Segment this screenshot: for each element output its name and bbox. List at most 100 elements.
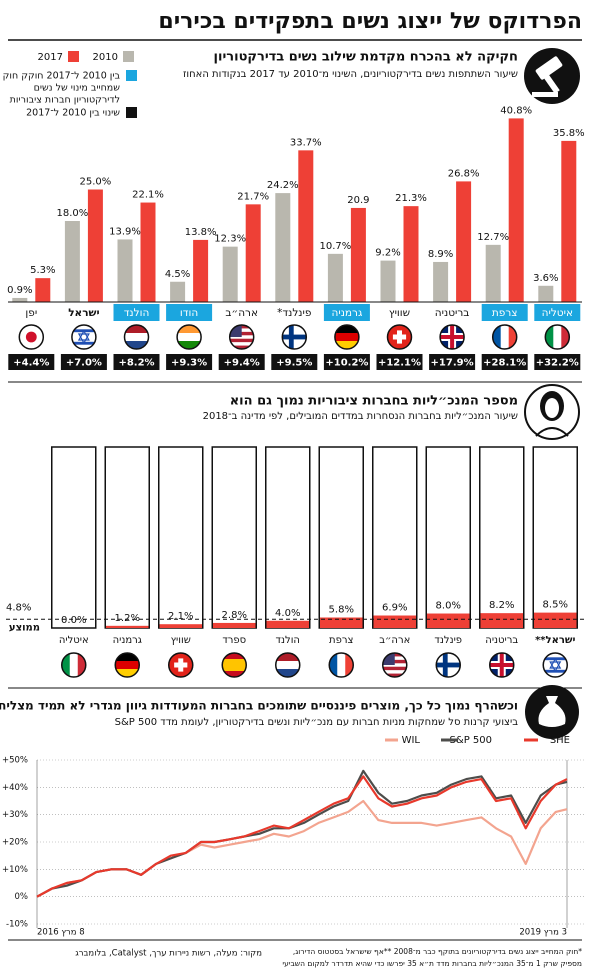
bar xyxy=(403,206,419,302)
value-label: 6.9% xyxy=(382,603,407,614)
flag-ring xyxy=(334,324,360,350)
value-label: 5.8% xyxy=(329,605,354,616)
box-frame xyxy=(51,446,97,629)
category-label: הולנד xyxy=(124,307,150,319)
flag-part xyxy=(334,333,359,342)
flag xyxy=(222,653,247,677)
flag-part xyxy=(115,669,140,677)
flag-part xyxy=(174,662,188,668)
flag-ring xyxy=(176,324,202,350)
flag-ring xyxy=(228,324,255,350)
flag-part xyxy=(115,653,140,662)
change-box xyxy=(481,354,528,370)
change-box xyxy=(429,354,476,370)
bar xyxy=(275,193,291,302)
category-label: צרפת xyxy=(329,635,353,646)
category-label: גרמניה xyxy=(331,307,362,319)
box-frame xyxy=(425,446,471,629)
value-label: 0.0% xyxy=(61,615,86,626)
change-label: +28.1% xyxy=(483,358,526,369)
flag-part xyxy=(61,653,71,677)
flag xyxy=(334,325,359,349)
value-label: 0.9% xyxy=(7,285,32,296)
flag-ring xyxy=(544,324,571,350)
section-title: וכשהרף נמוך כל כך, מוצרים פיננסיים שתומכ… xyxy=(0,699,518,713)
flag-part xyxy=(275,661,300,670)
bar xyxy=(12,297,28,302)
value-label: 40.8% xyxy=(500,105,532,116)
category-label: פינלנד* xyxy=(277,307,311,319)
section-subtitle: ביצועי קרנות סל שמחקות מניות חברות עם מנ… xyxy=(115,717,519,728)
value-label: 35.8% xyxy=(553,128,585,139)
category-box xyxy=(8,304,55,321)
flag-ring xyxy=(386,324,413,350)
value-label: 8.5% xyxy=(543,600,568,611)
flag-part xyxy=(69,653,79,677)
change-box xyxy=(166,354,213,370)
flag-ring xyxy=(275,652,301,678)
value-label: 22.1% xyxy=(132,190,164,201)
category-label: איטליה xyxy=(542,307,573,319)
bar xyxy=(380,260,396,302)
flag-part xyxy=(124,341,149,349)
bar xyxy=(213,622,256,628)
legend-label: WIL xyxy=(402,735,421,746)
section-title: מספר המנכ״ליות בחברות ציבוריות נמוך גם ה… xyxy=(230,394,518,409)
bar xyxy=(64,221,80,302)
flag-ring xyxy=(542,652,568,678)
flag-part xyxy=(334,325,359,334)
value-label: 3.6% xyxy=(533,273,558,284)
bar xyxy=(106,625,149,628)
legend-label: S&P 500 xyxy=(450,735,492,746)
flag xyxy=(115,653,140,677)
moneybag-icon xyxy=(525,685,579,739)
flag-part xyxy=(229,345,254,349)
average-label: ממוצע xyxy=(9,622,40,633)
value-label: 21.3% xyxy=(395,193,427,204)
change-label: +9.5% xyxy=(276,358,312,369)
change-box xyxy=(534,354,581,370)
section-title: חקיקה לא בהכרח מקדמת שילוב נשים בדירקטור… xyxy=(214,50,518,65)
flag-part xyxy=(177,333,202,342)
category-label: צרפת xyxy=(492,307,518,319)
box-frame xyxy=(158,446,204,629)
category-label: בריטניה xyxy=(435,307,470,319)
value-label: 21.7% xyxy=(237,191,269,202)
box-frame xyxy=(532,446,578,629)
flag-ring xyxy=(435,652,461,678)
flag xyxy=(382,653,407,677)
flag-part xyxy=(222,671,247,677)
flag-part xyxy=(25,331,37,343)
flag-part xyxy=(275,653,300,662)
legend-label: 2017 xyxy=(38,52,63,63)
flag xyxy=(124,325,149,349)
value-label: 26.8% xyxy=(448,168,480,179)
category-label: ספרד xyxy=(222,635,246,646)
flag-ring xyxy=(489,652,515,678)
flag-part xyxy=(177,341,202,349)
bar xyxy=(480,613,523,628)
value-label: 24.2% xyxy=(267,180,299,191)
value-label: 5.3% xyxy=(30,265,55,276)
flag-ring xyxy=(114,652,140,678)
category-label: גרמניה xyxy=(113,635,142,646)
flag-ring xyxy=(221,652,247,678)
bar xyxy=(561,140,577,302)
y-tick-label: -10% xyxy=(6,920,28,930)
category-label: ארה״ב xyxy=(225,307,258,319)
x-tick-label: 8 מרץ 2016 xyxy=(37,928,85,938)
change-label: +9.4% xyxy=(224,358,260,369)
value-label: 2.8% xyxy=(222,610,247,621)
bar xyxy=(320,617,363,628)
flag-part xyxy=(334,341,359,349)
change-label: +12.1% xyxy=(378,358,421,369)
flag-ring xyxy=(491,324,518,350)
legend-label: SHE xyxy=(550,735,570,746)
bar xyxy=(245,204,261,302)
category-box xyxy=(323,304,370,321)
legend-swatch xyxy=(126,70,137,81)
bar xyxy=(485,244,501,302)
legend-swatch xyxy=(126,107,137,118)
value-label: 13.8% xyxy=(185,227,217,238)
change-box xyxy=(323,354,370,370)
